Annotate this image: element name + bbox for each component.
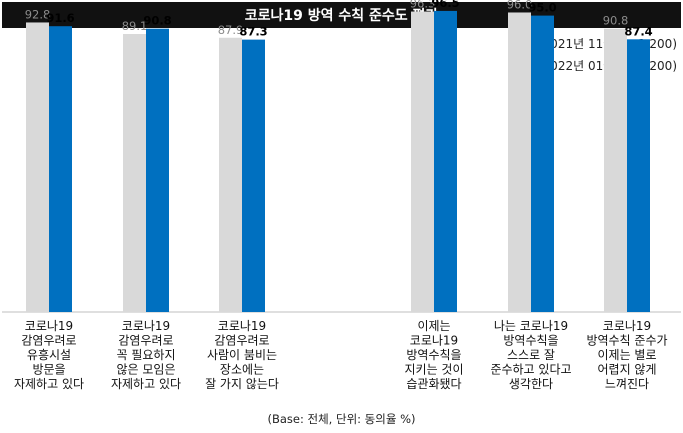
data-label-s1-c5: 96.0 bbox=[507, 0, 533, 11]
bar-s1-c5 bbox=[508, 12, 531, 312]
category-label-line: 스스로 잘 bbox=[507, 348, 555, 362]
category-label-line: 않은 모임은 bbox=[116, 363, 175, 377]
category-label-line: 장소에는 bbox=[220, 363, 264, 377]
category-label-line: 방역수칙을 bbox=[406, 348, 461, 362]
category-label-2: 코로나19 감염우려로 꼭 필요하지 않은 모임은 자제하고 있다 bbox=[111, 319, 181, 391]
category-label-line: 잘 가지 않는다 bbox=[205, 377, 279, 391]
category-label-line: 어렵지 않게 bbox=[597, 363, 656, 377]
category-label-line: 감염우려로 bbox=[21, 334, 76, 348]
category-label-line: 생각한다 bbox=[509, 377, 553, 391]
bar-s2-c4 bbox=[434, 10, 457, 312]
data-label-s1-c2: 89.1 bbox=[122, 19, 148, 33]
category-label-4: 이제는 코로나19 방역수칙을 지키는 것이 습관화됐다 bbox=[404, 319, 463, 391]
bar-s2-c6 bbox=[627, 39, 650, 312]
data-label-s2-c4: 96.5 bbox=[431, 0, 459, 10]
data-label-s1-c3: 87.9 bbox=[218, 23, 244, 37]
chart-title: 코로나19 방역 수칙 준수도 평가 bbox=[2, 2, 681, 28]
category-label-line: 지키는 것이 bbox=[404, 363, 463, 377]
category-label-line: 코로나19 bbox=[122, 319, 170, 333]
bar-s2-c2 bbox=[146, 28, 169, 312]
data-label-s2-c1: 91.6 bbox=[46, 11, 74, 25]
category-label-line: 나는 코로나19 bbox=[494, 319, 568, 333]
category-label-1: 코로나19 감염우려로 유흥시설 방문을 자제하고 있다 bbox=[14, 319, 84, 391]
category-label-line: 방역수칙 준수가 bbox=[586, 334, 667, 348]
category-label-line: 유흥시설 bbox=[27, 348, 71, 362]
bar-s1-c6 bbox=[604, 28, 627, 312]
category-label-line: 습관화됐다 bbox=[406, 377, 461, 391]
category-label-line: 코로나19 bbox=[410, 334, 458, 348]
category-label-line: 이제는 bbox=[417, 319, 450, 333]
category-label-line: 준수하고 있다고 bbox=[490, 363, 571, 377]
category-label-line: 코로나19 bbox=[25, 319, 73, 333]
category-label-6: 코로나19 방역수칙 준수가 이제는 별로 어렵지 않게 느껴진다 bbox=[586, 319, 667, 391]
category-label-line: 이제는 별로 bbox=[597, 348, 656, 362]
category-label-line: 방역수칙을 bbox=[503, 334, 558, 348]
bar-s1-c4 bbox=[411, 11, 434, 312]
category-label-line: 자제하고 있다 bbox=[111, 377, 181, 391]
category-label-line: 감염우려로 bbox=[118, 334, 173, 348]
data-label-s1-c4: 96.3 bbox=[410, 0, 436, 11]
bar-s2-c1 bbox=[49, 26, 72, 312]
category-label-line: 사람이 붐비는 bbox=[207, 348, 277, 362]
data-label-s2-c5: 95.0 bbox=[528, 1, 556, 15]
category-label-line: 코로나19 bbox=[603, 319, 651, 333]
category-label-line: 느껴진다 bbox=[605, 377, 649, 391]
category-label-line: 코로나19 bbox=[218, 319, 266, 333]
category-label-line: 자제하고 있다 bbox=[14, 377, 84, 391]
data-label-s1-c1: 92.8 bbox=[25, 7, 51, 21]
category-label-line: 꼭 필요하지 bbox=[116, 348, 175, 362]
category-label-5: 나는 코로나19 방역수칙을 스스로 잘 준수하고 있다고 생각한다 bbox=[490, 319, 571, 391]
bar-s2-c3 bbox=[242, 39, 265, 313]
data-label-s2-c2: 90.8 bbox=[143, 14, 171, 28]
base-footnote: (Base: 전체, 단위: 동의율 %) bbox=[267, 412, 416, 426]
data-label-s2-c3: 87.3 bbox=[239, 25, 267, 39]
category-label-line: 방문을 bbox=[32, 363, 65, 377]
category-label-line: 감염우려로 bbox=[214, 334, 269, 348]
category-label-3: 코로나19 감염우려로 사람이 붐비는 장소에는 잘 가지 않는다 bbox=[205, 319, 279, 391]
data-label-s1-c6: 90.8 bbox=[603, 14, 629, 28]
bar-s1-c3 bbox=[219, 37, 242, 312]
bar-s2-c5 bbox=[531, 15, 554, 312]
bar-s1-c2 bbox=[123, 34, 146, 313]
bar-s1-c1 bbox=[26, 22, 49, 313]
data-label-s2-c6: 87.4 bbox=[624, 24, 652, 38]
